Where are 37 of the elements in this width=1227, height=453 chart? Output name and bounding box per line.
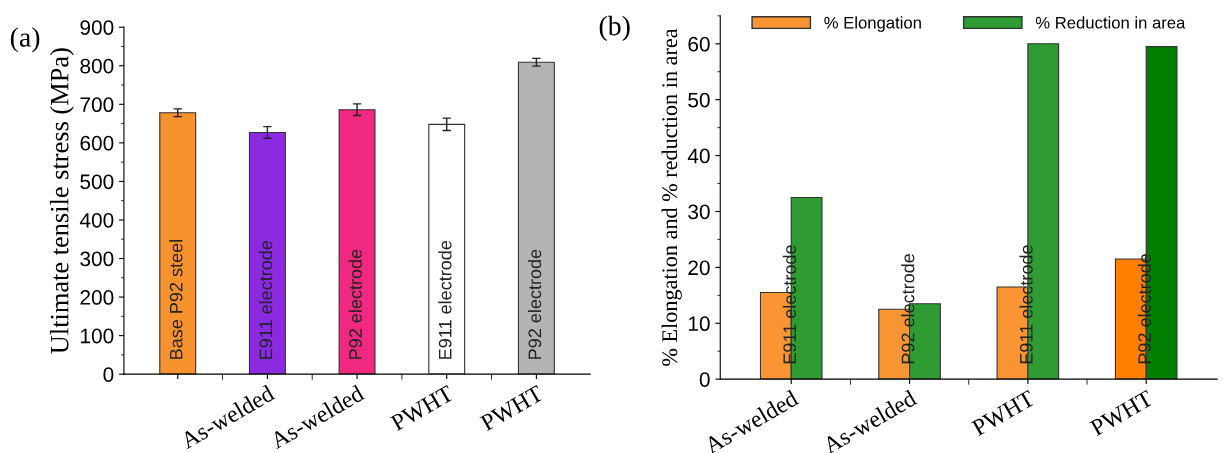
y-axis-title: % Elongation and % reduction in area — [661, 28, 682, 366]
y-tick-label: 700 — [80, 97, 114, 113]
y-tick-label: 900 — [80, 20, 114, 35]
y-tick-label: 10 — [688, 316, 710, 332]
annotation: E911 electrode — [438, 240, 452, 359]
annotation: P92 electrode — [348, 249, 362, 359]
y-tick-label: 400 — [79, 212, 114, 228]
chart-title: (b) — [599, 15, 630, 42]
y-tick-label: 600 — [80, 135, 114, 151]
annotation: P92 electrode — [527, 249, 542, 359]
legend-label: % Reduction in area — [1035, 16, 1186, 29]
y-tick-label: 60 — [688, 36, 710, 52]
bar — [517, 61, 555, 375]
y-tick-label: 300 — [80, 251, 114, 267]
y-tick-label: 40 — [687, 148, 710, 164]
y-tick-label: 20 — [688, 260, 710, 276]
annotation: Base P92 steel — [169, 240, 183, 359]
annotation: E911 electrode — [1019, 245, 1033, 364]
annotation: P92 electrode — [901, 254, 915, 364]
annotation: E911 electrode — [258, 240, 273, 359]
y-tick-label: 0 — [103, 367, 114, 382]
y-tick-label: 500 — [80, 174, 114, 190]
y-axis-title: Ultimate tensile stress (MPa) — [49, 48, 74, 354]
y-tick-label: 200 — [80, 290, 114, 305]
y-tick-label: 800 — [80, 58, 114, 74]
bar — [159, 112, 197, 375]
y-tick-label: 50 — [688, 92, 710, 108]
bar — [338, 109, 376, 375]
y-tick-label: 30 — [688, 204, 710, 220]
bar — [428, 123, 466, 375]
y-tick-label: 100 — [81, 328, 114, 344]
chart-title: (a) — [10, 27, 40, 53]
bar — [248, 131, 286, 375]
y-tick-label: 0 — [699, 372, 710, 387]
legend-label: % Elongation — [824, 16, 921, 32]
annotation: E911 electrode — [782, 245, 797, 364]
annotation: P92 electrode — [1137, 254, 1152, 364]
